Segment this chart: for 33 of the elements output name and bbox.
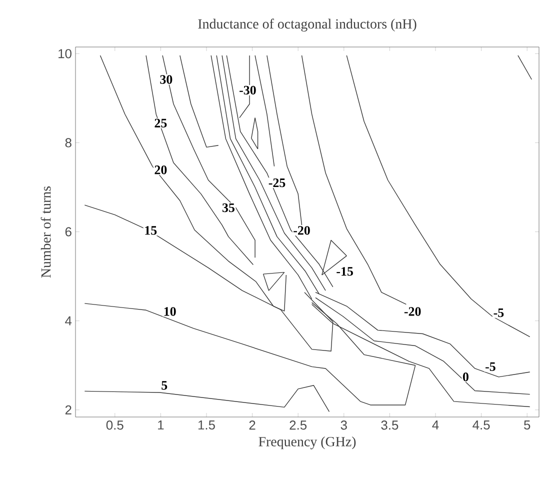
- y-tick-label: 4: [65, 316, 72, 326]
- annotation: -20: [404, 307, 421, 316]
- annotation: -15: [336, 267, 353, 276]
- x-tick-label: 5: [524, 420, 530, 430]
- x-axis-title: Frequency (GHz): [258, 436, 356, 450]
- annotation: 35: [222, 203, 234, 212]
- annotation: 20: [154, 166, 167, 174]
- annotation: 0: [462, 372, 468, 382]
- annotation: -25: [268, 178, 286, 188]
- annotation: 25: [154, 118, 167, 128]
- x-tick-label: 4.5: [472, 420, 490, 430]
- y-tick-label: 8: [65, 138, 72, 148]
- annotation: 30: [160, 75, 172, 84]
- x-tick-label: 4: [432, 420, 439, 430]
- y-tick-label: 10: [58, 49, 72, 58]
- x-tick-label: 0.5: [106, 420, 124, 430]
- y-axis-title: Number of turns: [40, 186, 51, 278]
- x-tick-label: 3: [340, 420, 347, 430]
- annotation: 15: [145, 226, 157, 235]
- y-tick-label: 6: [65, 227, 72, 236]
- x-tick-label: 3.5: [381, 420, 398, 430]
- y-tick-label: 2: [65, 405, 72, 414]
- x-tick-label: 2: [249, 420, 256, 430]
- annotation: -20: [294, 226, 310, 235]
- annotation: -30: [240, 86, 256, 95]
- annotation: -5: [486, 362, 496, 371]
- x-tick-label: 1: [158, 420, 164, 430]
- annotation: 5: [162, 381, 168, 390]
- x-tick-label: 2.5: [290, 420, 307, 430]
- annotation: 10: [164, 307, 176, 316]
- x-tick-label: 1.5: [198, 420, 215, 430]
- chart-title: Inductance of octagonal inductors (nH): [198, 18, 416, 32]
- annotation: -5: [494, 308, 504, 318]
